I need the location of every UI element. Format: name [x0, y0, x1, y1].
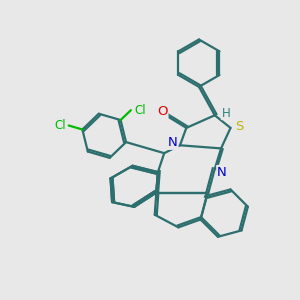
Text: Cl: Cl	[134, 104, 146, 117]
Text: H: H	[221, 106, 230, 120]
Text: N: N	[217, 166, 226, 178]
Text: S: S	[235, 120, 244, 133]
Text: N: N	[168, 136, 178, 149]
Text: Cl: Cl	[54, 119, 66, 132]
Text: O: O	[158, 105, 168, 118]
